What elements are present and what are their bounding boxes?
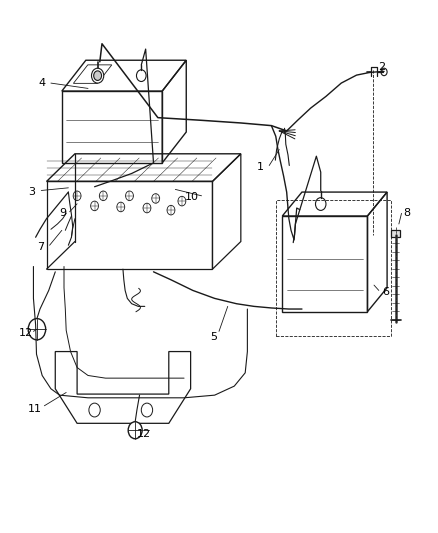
Circle shape (94, 71, 102, 80)
Text: 6: 6 (382, 287, 389, 297)
Polygon shape (392, 230, 400, 237)
Circle shape (28, 319, 46, 340)
Circle shape (315, 198, 326, 211)
Text: 1: 1 (257, 161, 264, 172)
Text: 4: 4 (39, 78, 46, 88)
Text: 10: 10 (185, 192, 199, 203)
Text: 8: 8 (403, 208, 410, 219)
Text: 9: 9 (59, 208, 66, 219)
Text: 12: 12 (137, 429, 151, 439)
Circle shape (128, 422, 142, 439)
Circle shape (92, 68, 104, 83)
Text: 11: 11 (28, 404, 42, 414)
Text: 5: 5 (210, 332, 217, 342)
Text: 12: 12 (19, 328, 33, 338)
Text: 2: 2 (378, 62, 385, 72)
Text: 7: 7 (37, 242, 44, 252)
Bar (276, 200, 392, 336)
Text: 3: 3 (28, 187, 35, 197)
